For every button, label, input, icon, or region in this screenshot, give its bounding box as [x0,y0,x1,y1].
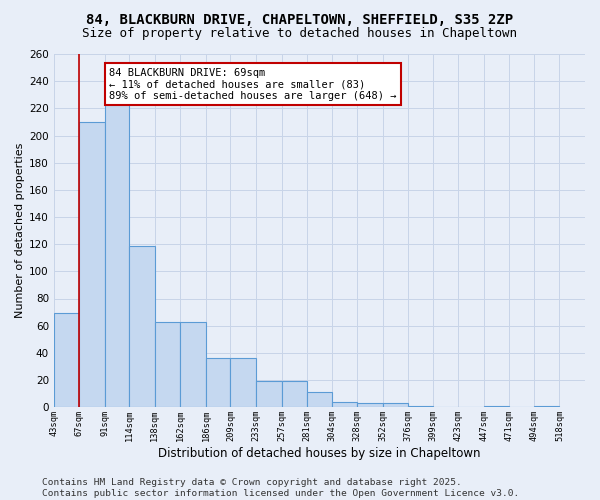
X-axis label: Distribution of detached houses by size in Chapeltown: Distribution of detached houses by size … [158,447,481,460]
Bar [181,322,206,407]
Bar [484,406,509,407]
Bar [54,314,79,407]
Bar [307,392,332,407]
Text: 84, BLACKBURN DRIVE, CHAPELTOWN, SHEFFIELD, S35 2ZP: 84, BLACKBURN DRIVE, CHAPELTOWN, SHEFFIE… [86,12,514,26]
Bar [357,403,383,407]
Bar [230,358,256,407]
Text: 84 BLACKBURN DRIVE: 69sqm
← 11% of detached houses are smaller (83)
89% of semi-: 84 BLACKBURN DRIVE: 69sqm ← 11% of detac… [109,68,397,101]
Bar [206,358,230,407]
Text: Contains HM Land Registry data © Crown copyright and database right 2025.
Contai: Contains HM Land Registry data © Crown c… [42,478,519,498]
Bar [79,122,105,407]
Bar [130,246,155,407]
Bar [332,402,357,407]
Bar [534,406,559,407]
Text: Size of property relative to detached houses in Chapeltown: Size of property relative to detached ho… [83,28,517,40]
Bar [281,382,307,407]
Bar [383,403,408,407]
Bar [408,406,433,407]
Y-axis label: Number of detached properties: Number of detached properties [15,143,25,318]
Bar [155,322,181,407]
Bar [256,382,281,407]
Bar [105,102,130,407]
